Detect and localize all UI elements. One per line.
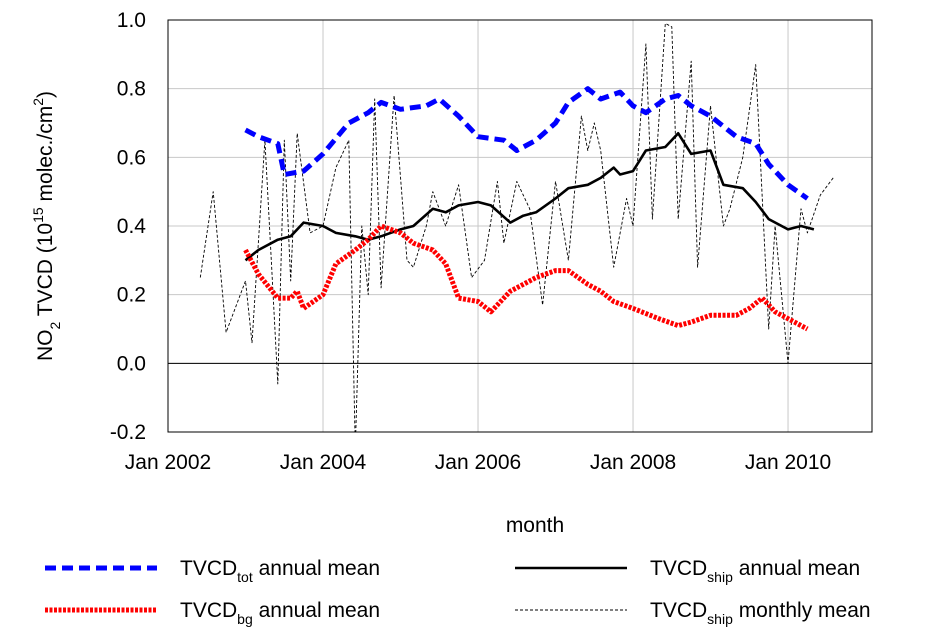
legend-entry: TVCDtot annual mean xyxy=(180,557,380,585)
y-tick-label: 0.2 xyxy=(117,284,146,307)
y-label-part: 2 xyxy=(30,98,46,106)
legend-main: TVCD xyxy=(180,599,237,622)
legend-rest: annual mean xyxy=(733,557,860,580)
y-label-part: 2 xyxy=(47,322,63,330)
y-axis-label: NO2 TVCD (1015 molec./cm2) xyxy=(30,91,63,361)
x-tick-label: Jan 2010 xyxy=(745,451,831,474)
x-tick-label: Jan 2008 xyxy=(590,451,676,474)
legend-main: TVCD xyxy=(180,557,237,580)
legend-sub: tot xyxy=(237,569,253,585)
x-tick-label: Jan 2002 xyxy=(125,451,211,474)
legend-rest: monthly mean xyxy=(733,599,871,622)
y-tick-label: 1.0 xyxy=(117,9,146,32)
series-line xyxy=(244,132,815,262)
legend-entry: TVCDship annual mean xyxy=(650,557,860,585)
series-line xyxy=(199,22,834,432)
legend-entry: TVCDbg annual mean xyxy=(180,599,380,627)
y-label-part: NO xyxy=(34,330,57,362)
y-label-part: molec./cm xyxy=(34,106,57,208)
legend-rest: annual mean xyxy=(253,557,380,580)
legend-sub: bg xyxy=(237,611,253,627)
legend-entry: TVCDship monthly mean xyxy=(650,599,871,627)
y-tick-label: -0.2 xyxy=(110,421,146,444)
y-tick-label: 0.4 xyxy=(117,215,147,238)
x-tick-label: Jan 2004 xyxy=(280,451,367,474)
legend-sub: ship xyxy=(707,611,733,627)
y-tick-label: 0.8 xyxy=(117,78,146,101)
y-tick-label: 0.0 xyxy=(117,352,146,375)
legend-rest: annual mean xyxy=(253,599,380,622)
x-axis-label: month xyxy=(506,514,564,537)
labels: -0.2 0.0 0.2 0.4 0.6 0.8 1.0 Jan 2002 Jan 2004 Ja… xyxy=(30,9,871,627)
y-label-part: ) xyxy=(34,91,57,98)
x-tick-label: Jan 2006 xyxy=(435,451,521,474)
plot-frame xyxy=(167,19,873,433)
series-line xyxy=(243,223,809,332)
grid xyxy=(167,19,872,433)
y-tick-label: 0.6 xyxy=(117,146,146,169)
series-line xyxy=(244,86,809,201)
legend-main: TVCD xyxy=(650,599,707,622)
legend-sub: ship xyxy=(707,569,733,585)
y-label-part: 15 xyxy=(30,207,46,223)
y-label-part: TVCD (10 xyxy=(34,223,57,322)
lines xyxy=(199,22,834,432)
legend-main: TVCD xyxy=(650,557,707,580)
